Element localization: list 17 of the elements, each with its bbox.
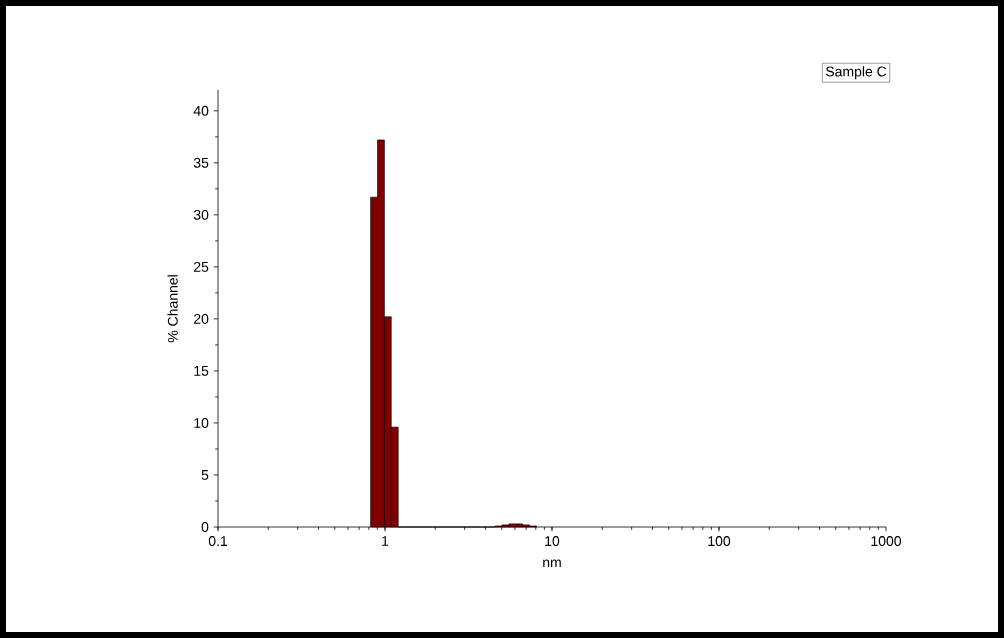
- y-tick-label: 30: [193, 209, 209, 220]
- x-tick-label: 0.1: [208, 536, 228, 547]
- x-tick-label: 1: [382, 536, 389, 546]
- text: Sample C: [825, 66, 887, 80]
- x-tick-label: 100: [708, 536, 731, 547]
- y-tick-label: 15: [194, 366, 209, 376]
- y-axis-title: % Channel: [167, 275, 178, 343]
- y-tick-label: 5: [201, 470, 209, 480]
- y-tick-label: 35: [193, 157, 209, 168]
- x-axis-title: nm: [543, 559, 561, 568]
- y-tick-label: 40: [193, 105, 209, 116]
- x-tick-label: 1000: [871, 536, 902, 547]
- y-tick-label: 0: [201, 522, 209, 532]
- y-tick-label: 25: [194, 261, 209, 272]
- x-tick-label: 10: [545, 536, 560, 547]
- y-tick-label: 20: [194, 313, 209, 324]
- y-tick-label: 10: [194, 417, 209, 428]
